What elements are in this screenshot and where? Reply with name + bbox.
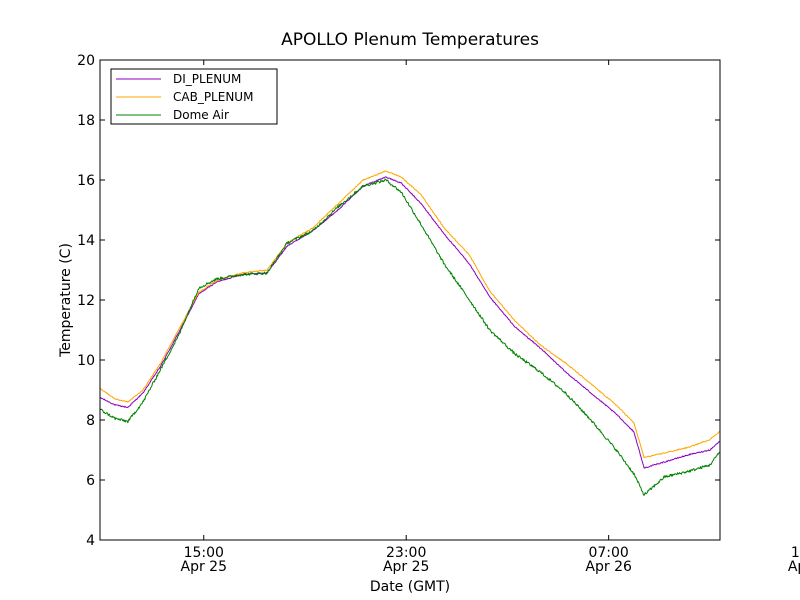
series-line-cab-plenum [99, 170, 721, 459]
chart-title: APOLLO Plenum Temperatures [281, 30, 539, 50]
y-tick-label: 10 [77, 353, 95, 369]
y-tick-label: 8 [86, 413, 95, 429]
x-tick-date-label: Apr 25 [383, 559, 429, 575]
series-line-di-plenum [99, 176, 721, 469]
y-axis: 4 6 8 10 12 14 16 18 20 [77, 53, 720, 549]
x-tick-time-label: 15:00 [184, 545, 224, 561]
y-tick-label: 4 [86, 533, 95, 549]
plot-background [100, 60, 720, 540]
x-axis-label: Date (GMT) [370, 579, 450, 595]
y-tick-label: 6 [86, 473, 95, 489]
y-tick-label: 12 [77, 293, 95, 309]
x-tick-time-label: 23:00 [386, 545, 426, 561]
legend-entry-label: CAB_PLENUM [173, 90, 253, 104]
plot-area [99, 59, 721, 541]
y-tick-label: 16 [77, 173, 95, 189]
y-tick-label: 20 [77, 53, 95, 69]
legend-entry-label: DI_PLENUM [173, 72, 241, 86]
x-tick-date-label: Apr 25 [181, 559, 227, 575]
x-tick-date-label: Apr 26 [788, 559, 800, 575]
x-tick-date-label: Apr 26 [585, 559, 632, 575]
y-tick-label: 14 [77, 233, 95, 249]
series-line-dome-air [99, 178, 721, 496]
y-tick-label: 18 [77, 113, 95, 129]
legend: DI_PLENUM CAB_PLENUM Dome Air [110, 68, 278, 125]
y-axis-label: Temperature (C) [58, 243, 74, 358]
x-tick-time-label: 07:00 [588, 545, 628, 561]
legend-entry-label: Dome Air [173, 108, 229, 122]
x-tick-time-label: 15:00 [791, 545, 800, 561]
